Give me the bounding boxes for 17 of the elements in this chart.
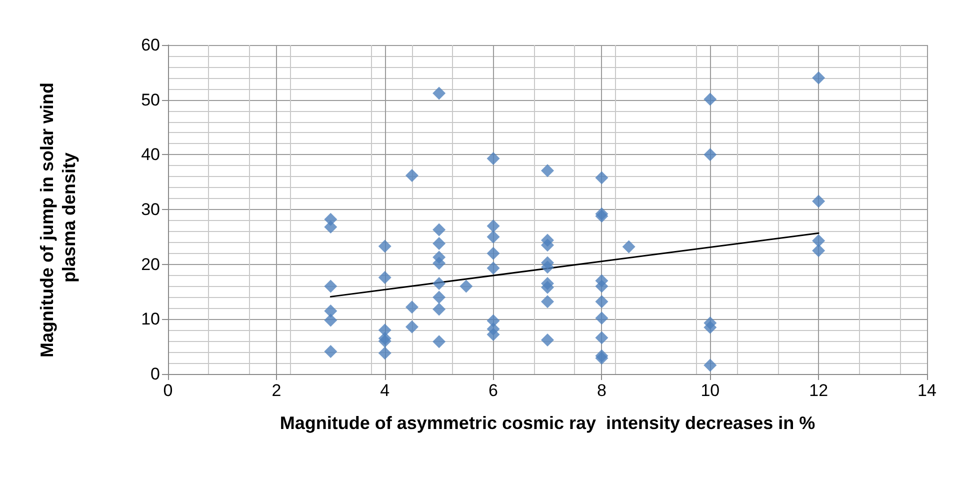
y-tick-label: 20 (141, 254, 160, 274)
x-tick-label: 0 (163, 381, 173, 400)
x-tick-label: 10 (700, 381, 720, 400)
y-axis-title: Magnitude of jump in solar wind plasma density (37, 78, 79, 358)
x-tick-label: 14 (918, 381, 936, 400)
x-tick-label: 6 (488, 381, 498, 400)
y-tick-label: 40 (141, 145, 160, 164)
x-axis-title: Magnitude of asymmetric cosmic ray intensity decreases in % (280, 413, 816, 433)
x-tick-label: 8 (596, 381, 606, 400)
y-tick-label: 30 (141, 200, 160, 219)
y-tick-label: 0 (150, 364, 160, 384)
x-tick-label: 4 (380, 381, 390, 400)
y-tick-label: 50 (141, 90, 160, 110)
x-tick-label: 2 (272, 381, 282, 400)
x-tick-label: 12 (809, 381, 828, 400)
y-tick-label: 60 (141, 36, 160, 54)
y-tick-label: 10 (141, 310, 160, 329)
